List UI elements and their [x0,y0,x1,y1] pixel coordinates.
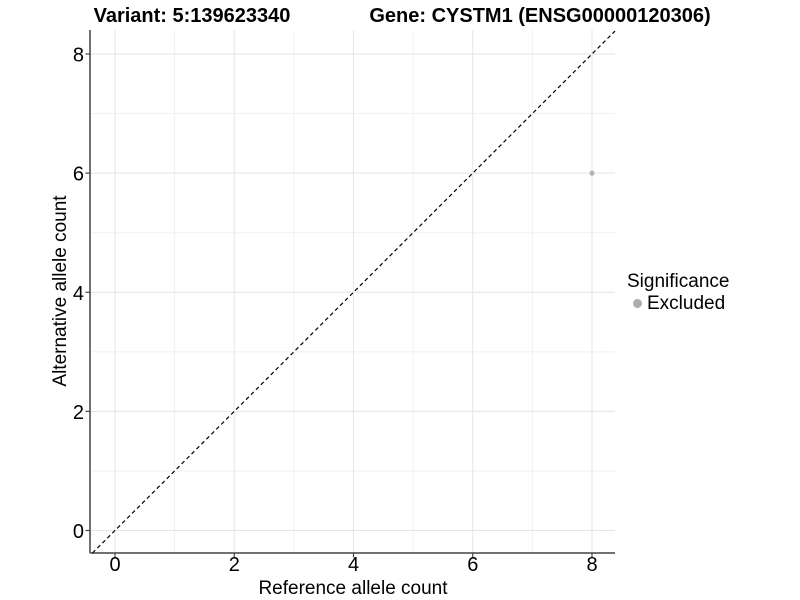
major-gridlines [90,30,615,553]
plot-title-variant: Variant: 5:139623340 [93,5,291,27]
y-tick-label: 8 [73,45,84,67]
y-axis-label: Alternative allele count [50,195,71,387]
legend-point-icon [633,299,642,308]
x-tick-label: 4 [348,554,359,576]
y-tick-label: 6 [73,164,84,186]
x-tick-label: 2 [229,554,240,576]
tick-marks [85,53,593,558]
y-tick-label: 2 [73,402,84,424]
legend-title: Significance [627,271,730,292]
legend: Significance Excluded [627,271,729,314]
legend-item-label: Excluded [647,293,726,314]
x-tick-label: 0 [109,554,120,576]
minor-gridlines [90,30,615,553]
x-tick-labels: 0 2 4 6 8 [109,554,597,576]
x-axis-label: Reference allele count [258,578,448,599]
y-tick-labels: 0 2 4 6 8 [73,45,84,544]
y-tick-label: 4 [73,283,84,305]
data-points [589,170,595,176]
y-tick-label: 0 [73,521,84,543]
legend-item-excluded: Excluded [627,293,729,314]
x-tick-label: 6 [467,554,478,576]
x-tick-label: 8 [586,554,597,576]
plot-title-gene: Gene: CYSTM1 (ENSG00000120306) [369,5,711,27]
data-point [589,170,595,176]
axis-lines [89,30,615,554]
